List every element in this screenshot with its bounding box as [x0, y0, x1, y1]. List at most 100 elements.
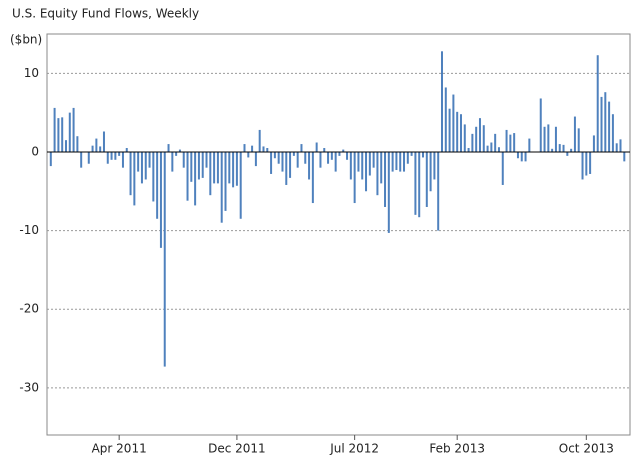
bar	[308, 151, 311, 180]
bar	[102, 131, 105, 152]
bar	[554, 126, 557, 152]
bar	[53, 107, 56, 152]
x-tick-label: Apr 2011	[92, 442, 147, 456]
bar	[425, 151, 428, 207]
bar	[125, 148, 128, 152]
bar	[357, 151, 360, 172]
bar	[285, 151, 288, 185]
y-axis-label: ($bn)	[10, 33, 42, 47]
bar	[592, 135, 595, 152]
bar	[323, 148, 326, 152]
x-tick-label: Jul 2012	[329, 442, 379, 456]
bar	[589, 151, 592, 174]
bar	[585, 151, 588, 176]
bar	[384, 151, 387, 207]
bar	[247, 151, 250, 158]
bar	[178, 149, 181, 152]
chart-title: U.S. Equity Fund Flows, Weekly	[12, 7, 199, 21]
bar	[251, 145, 254, 152]
bar	[156, 151, 159, 219]
bar	[395, 151, 398, 171]
bar	[76, 136, 79, 152]
bar	[623, 151, 626, 162]
bar	[186, 151, 189, 201]
bar	[220, 151, 223, 223]
bar	[380, 151, 383, 184]
bar	[258, 129, 261, 152]
bar	[403, 151, 406, 172]
bar	[619, 139, 622, 152]
bar	[437, 151, 440, 231]
bar	[509, 134, 512, 152]
bar	[110, 151, 113, 160]
x-tick-label: Oct 2013	[559, 442, 614, 456]
bar	[406, 151, 409, 164]
bar	[418, 151, 421, 218]
bar	[148, 151, 151, 168]
bar	[197, 151, 200, 180]
bar	[114, 151, 117, 160]
bar	[399, 151, 402, 172]
bar	[338, 151, 341, 156]
bar	[486, 145, 489, 152]
bar	[106, 151, 109, 164]
bar	[342, 149, 345, 152]
y-tick-label: 0	[31, 144, 39, 158]
bar	[444, 87, 447, 152]
bar	[213, 151, 216, 184]
bar	[190, 151, 193, 182]
bar	[422, 151, 425, 158]
bar	[330, 151, 333, 160]
bar	[524, 151, 527, 162]
bar	[505, 129, 508, 152]
bar	[243, 144, 246, 152]
bar	[497, 147, 500, 152]
bar	[440, 51, 443, 152]
bar	[61, 117, 64, 152]
bar	[292, 151, 295, 156]
bar	[349, 151, 352, 180]
bar	[334, 151, 337, 172]
bar	[201, 151, 204, 178]
bar	[304, 151, 307, 164]
bar	[327, 151, 330, 164]
bar	[387, 151, 390, 233]
bar	[121, 151, 124, 168]
bar	[391, 151, 394, 172]
bar	[516, 151, 519, 159]
bar	[596, 55, 599, 152]
bar	[163, 151, 166, 367]
bar	[482, 125, 485, 152]
y-tick-label: 10	[24, 66, 39, 80]
bar	[608, 101, 611, 152]
bar	[228, 151, 231, 184]
bar	[64, 140, 67, 152]
bar	[277, 151, 280, 164]
bar	[254, 151, 257, 167]
bar	[433, 151, 436, 180]
bar	[171, 151, 174, 172]
bar	[365, 151, 368, 192]
bar	[205, 151, 208, 168]
bar	[167, 144, 170, 152]
bar	[361, 151, 364, 180]
bar	[376, 151, 379, 196]
bar	[547, 124, 550, 152]
bar	[414, 151, 417, 215]
bar	[600, 96, 603, 152]
x-tick-label: Dec 2011	[208, 442, 266, 456]
y-tick-label: -30	[19, 380, 39, 394]
bar	[513, 133, 516, 152]
bar	[175, 151, 178, 156]
bar	[459, 114, 462, 152]
bar	[562, 144, 565, 152]
bar	[49, 151, 52, 167]
bar	[72, 107, 75, 152]
bar	[232, 151, 235, 188]
bar	[346, 151, 349, 160]
bar	[490, 142, 493, 152]
bar	[95, 138, 98, 152]
bar	[543, 126, 546, 152]
plot-frame	[46, 33, 631, 436]
